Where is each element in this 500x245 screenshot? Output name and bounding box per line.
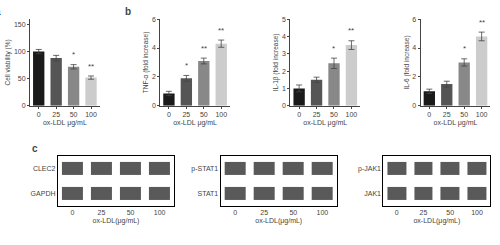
svg-text:ox-LDL(μg/mL): ox-LDL(μg/mL)	[255, 217, 302, 225]
svg-text:**: **	[218, 26, 224, 35]
svg-text:50: 50	[330, 111, 338, 118]
svg-text:50: 50	[127, 209, 135, 216]
svg-text:6: 6	[152, 16, 156, 23]
svg-text:4: 4	[152, 44, 156, 51]
svg-text:ox-LDL μg/mL: ox-LDL μg/mL	[173, 119, 217, 127]
svg-text:100: 100	[154, 209, 166, 216]
svg-text:50: 50	[289, 209, 297, 216]
svg-text:50: 50	[446, 209, 454, 216]
svg-text:2: 2	[152, 73, 156, 80]
svg-text:50: 50	[18, 75, 26, 82]
svg-text:25: 25	[313, 111, 321, 118]
svg-text:25: 25	[98, 209, 106, 216]
svg-text:ox-LDL μg/mL: ox-LDL μg/mL	[303, 119, 347, 127]
svg-text:25: 25	[260, 209, 268, 216]
svg-text:JAK1: JAK1	[364, 190, 381, 197]
svg-text:Cell viability (%): Cell viability (%)	[4, 39, 12, 85]
svg-text:2: 2	[282, 68, 286, 75]
svg-text:0: 0	[412, 102, 416, 109]
svg-text:100: 100	[317, 209, 329, 216]
svg-text:50: 50	[460, 111, 468, 118]
svg-text:50: 50	[70, 111, 78, 118]
svg-text:5: 5	[282, 16, 286, 23]
svg-text:TNF-α (fold increase): TNF-α (fold increase)	[142, 32, 150, 94]
svg-text:**: **	[88, 62, 94, 71]
svg-text:ox-LDL(μg/mL): ox-LDL(μg/mL)	[93, 217, 140, 225]
svg-text:*: *	[72, 50, 75, 59]
svg-text:0: 0	[22, 102, 26, 109]
svg-text:*: *	[463, 44, 466, 53]
svg-text:*: *	[185, 61, 188, 70]
svg-text:3: 3	[282, 50, 286, 57]
svg-text:6: 6	[412, 16, 416, 23]
svg-text:p-STAT1: p-STAT1	[191, 165, 218, 173]
svg-text:ox-LDL μg/mL: ox-LDL μg/mL	[43, 119, 87, 127]
svg-text:25: 25	[420, 209, 428, 216]
svg-text:25: 25	[182, 111, 190, 118]
svg-text:4: 4	[282, 33, 286, 40]
svg-text:*: *	[332, 44, 335, 53]
svg-text:0: 0	[233, 209, 237, 216]
svg-text:100: 100	[346, 111, 358, 118]
svg-text:1: 1	[282, 85, 286, 92]
svg-text:ox-LDL μg/mL: ox-LDL μg/mL	[434, 119, 478, 127]
svg-text:0: 0	[282, 102, 286, 109]
svg-text:0: 0	[395, 209, 399, 216]
svg-text:c: c	[32, 143, 38, 154]
svg-text:p-JAK1: p-JAK1	[358, 165, 381, 173]
svg-text:ox-LDL(μg/mL): ox-LDL(μg/mL)	[413, 217, 460, 225]
svg-text:0: 0	[152, 102, 156, 109]
svg-text:100: 100	[85, 111, 97, 118]
svg-text:**: **	[479, 18, 485, 27]
svg-text:0: 0	[70, 209, 74, 216]
svg-text:**: **	[201, 44, 207, 53]
svg-text:100: 100	[471, 209, 483, 216]
svg-text:100: 100	[215, 111, 227, 118]
svg-text:25: 25	[52, 111, 60, 118]
svg-text:50: 50	[200, 111, 208, 118]
svg-text:a: a	[0, 6, 1, 17]
svg-text:0: 0	[427, 111, 431, 118]
svg-text:**: **	[348, 26, 354, 35]
svg-text:b: b	[125, 6, 131, 17]
svg-text:0: 0	[297, 111, 301, 118]
svg-text:GAPDH: GAPDH	[31, 190, 56, 197]
svg-text:4: 4	[412, 44, 416, 51]
svg-text:0: 0	[167, 111, 171, 118]
svg-text:STAT1: STAT1	[198, 190, 219, 197]
svg-text:0: 0	[37, 111, 41, 118]
svg-text:IL-6 (fold increase): IL-6 (fold increase)	[403, 35, 411, 89]
svg-text:2: 2	[412, 73, 416, 80]
svg-text:150: 150	[14, 21, 26, 28]
svg-text:CLEC2: CLEC2	[33, 165, 56, 172]
svg-text:25: 25	[443, 111, 451, 118]
svg-text:100: 100	[14, 48, 26, 55]
svg-text:100: 100	[476, 111, 488, 118]
svg-text:IL-1β (fold increase): IL-1β (fold increase)	[272, 33, 280, 91]
